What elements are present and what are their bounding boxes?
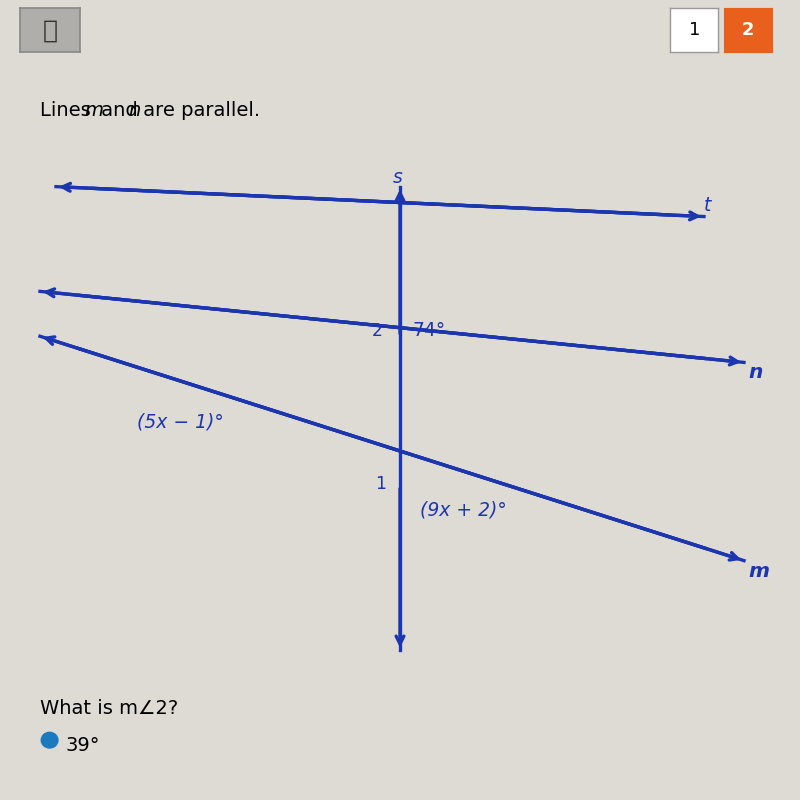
Text: (5x − 1)°: (5x − 1)°: [138, 413, 224, 432]
Text: ⎙: ⎙: [42, 19, 58, 43]
Text: m: m: [748, 562, 769, 582]
Text: s: s: [393, 168, 402, 187]
Text: 39°: 39°: [66, 737, 100, 755]
Text: 1: 1: [375, 474, 386, 493]
Text: t: t: [704, 196, 711, 215]
Text: n: n: [748, 362, 762, 382]
Text: 1: 1: [689, 21, 700, 39]
Text: and: and: [95, 101, 144, 120]
Text: (9x + 2)°: (9x + 2)°: [420, 501, 506, 519]
Text: n: n: [129, 101, 141, 120]
Text: are parallel.: are parallel.: [137, 101, 260, 120]
Text: 74°: 74°: [412, 321, 445, 340]
Text: 2: 2: [742, 21, 754, 39]
Text: 2: 2: [371, 322, 382, 340]
Text: m: m: [85, 101, 104, 120]
Circle shape: [42, 733, 58, 748]
Text: Lines: Lines: [40, 101, 97, 120]
Text: What is m∠2?: What is m∠2?: [40, 699, 178, 718]
